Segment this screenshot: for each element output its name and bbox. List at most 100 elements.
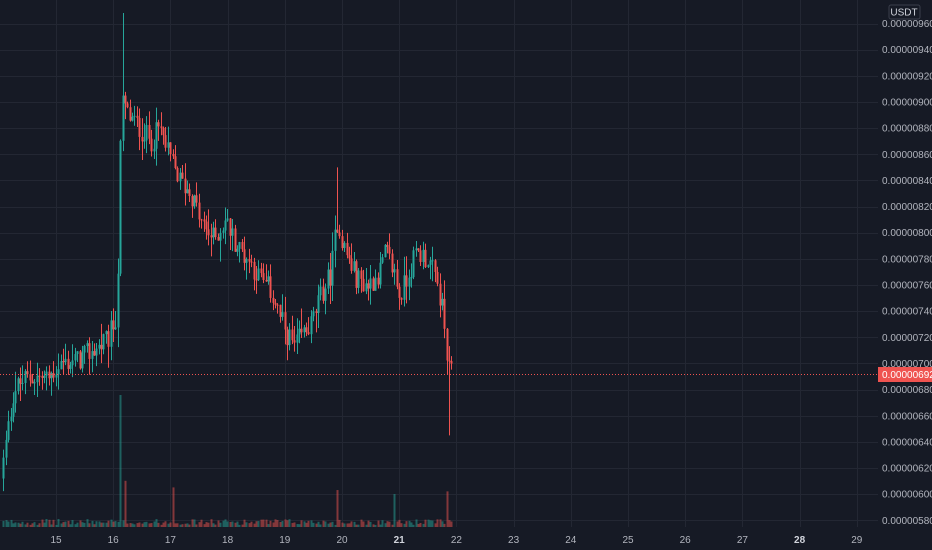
volume-bar [329, 522, 332, 527]
candle-body [360, 270, 363, 279]
candle-body [336, 229, 339, 233]
candle-body [81, 352, 84, 369]
candle-body [324, 288, 327, 301]
volume-bar [310, 520, 313, 527]
candle-body [391, 253, 394, 273]
candle-body [148, 124, 151, 139]
volume-bar [334, 524, 337, 527]
volume-bar [38, 523, 41, 527]
volume-bar [303, 521, 306, 527]
candle-body [36, 375, 39, 383]
candle-body [55, 374, 58, 378]
volume-bar [346, 523, 349, 527]
volume-bar [322, 520, 325, 527]
volume-bar [110, 519, 113, 527]
volume-bar [167, 523, 170, 527]
candle-body [62, 361, 65, 363]
volume-bar [52, 519, 55, 527]
volume-bar [286, 520, 289, 527]
volume-bar [343, 523, 346, 527]
candle-body [343, 242, 346, 249]
volume-bar [12, 523, 15, 527]
candle-body [71, 360, 74, 366]
candle-body [367, 283, 370, 289]
volume-bar [79, 520, 82, 527]
volume-bar [269, 520, 272, 527]
candle-body [222, 230, 225, 233]
volume-bar [419, 522, 422, 527]
x-tick-label: 21 [394, 535, 406, 546]
volume-bar [379, 524, 382, 527]
candle-body [327, 269, 330, 289]
volume-bar [214, 524, 217, 527]
candle-body [300, 328, 303, 333]
candle-body [450, 361, 453, 364]
candle-body [319, 286, 322, 296]
volume-bar [441, 521, 444, 527]
volume-bar [262, 519, 265, 527]
volume-bar [427, 519, 430, 527]
price-axis[interactable]: 0.00000960 0.00000940 0.00000920 0.00000900… [878, 0, 932, 550]
candle-body [155, 122, 158, 149]
candle-body [69, 365, 72, 369]
candle-body [86, 343, 89, 347]
candle-body [2, 457, 5, 479]
volume-bar [386, 521, 389, 527]
volume-bar [210, 519, 213, 527]
x-tick-label: 26 [680, 535, 692, 546]
volume-bar [381, 520, 384, 527]
candle-body [136, 115, 139, 118]
y-tick-label: 0.00000640 [882, 437, 932, 448]
volume-bar [14, 522, 17, 527]
volume-bar [398, 519, 401, 527]
unit-badge[interactable]: USDT [888, 4, 921, 20]
volume-bar [64, 521, 67, 527]
candle-body [405, 275, 408, 287]
candle-body [362, 278, 365, 292]
candle-body [112, 320, 115, 330]
volume-bar [305, 522, 308, 527]
volume-bar [138, 522, 141, 527]
candle-body [38, 375, 41, 377]
y-tick-label: 0.00000760 [882, 281, 932, 292]
volume-bar [431, 520, 434, 527]
candle-body [417, 248, 420, 251]
volume-bar [31, 523, 34, 527]
candle-body [241, 242, 244, 250]
candle-body [238, 242, 241, 249]
volume-bar [203, 524, 206, 527]
volume-bar [377, 520, 380, 527]
volume-bar [296, 524, 299, 527]
volume-bar [450, 521, 453, 527]
candle-body [64, 358, 67, 363]
candle-body [286, 329, 289, 346]
volume-bar [181, 524, 184, 527]
candle-body [193, 195, 196, 207]
time-axis[interactable]: 15 16 17 18 19 20 21 22 23 24 25 26 27 28 29 [50, 535, 862, 546]
candle-body [400, 297, 403, 300]
volume-bar [207, 522, 210, 527]
volume-bar [436, 519, 439, 527]
candle-body [17, 378, 20, 392]
candle-body [188, 189, 191, 197]
volume-bar [41, 519, 44, 527]
volume-bar [153, 521, 156, 527]
candle-body [93, 351, 96, 356]
volume-bar [169, 522, 172, 527]
candle-body [436, 271, 439, 284]
candle-body [122, 95, 125, 141]
candle-body [210, 235, 213, 238]
y-tick-label: 0.00000660 [882, 411, 932, 422]
y-tick-label: 0.00000840 [882, 176, 932, 187]
volume-bar [5, 520, 8, 527]
candle-body [126, 103, 129, 108]
y-tick-label: 0.00000680 [882, 385, 932, 396]
candle-body [12, 403, 15, 417]
candle-body [288, 329, 291, 346]
volume-bar [393, 494, 396, 527]
volume-bar [443, 523, 446, 527]
volume-bar [317, 521, 320, 527]
x-tick-label: 15 [50, 535, 62, 546]
volume-bar [186, 523, 189, 527]
